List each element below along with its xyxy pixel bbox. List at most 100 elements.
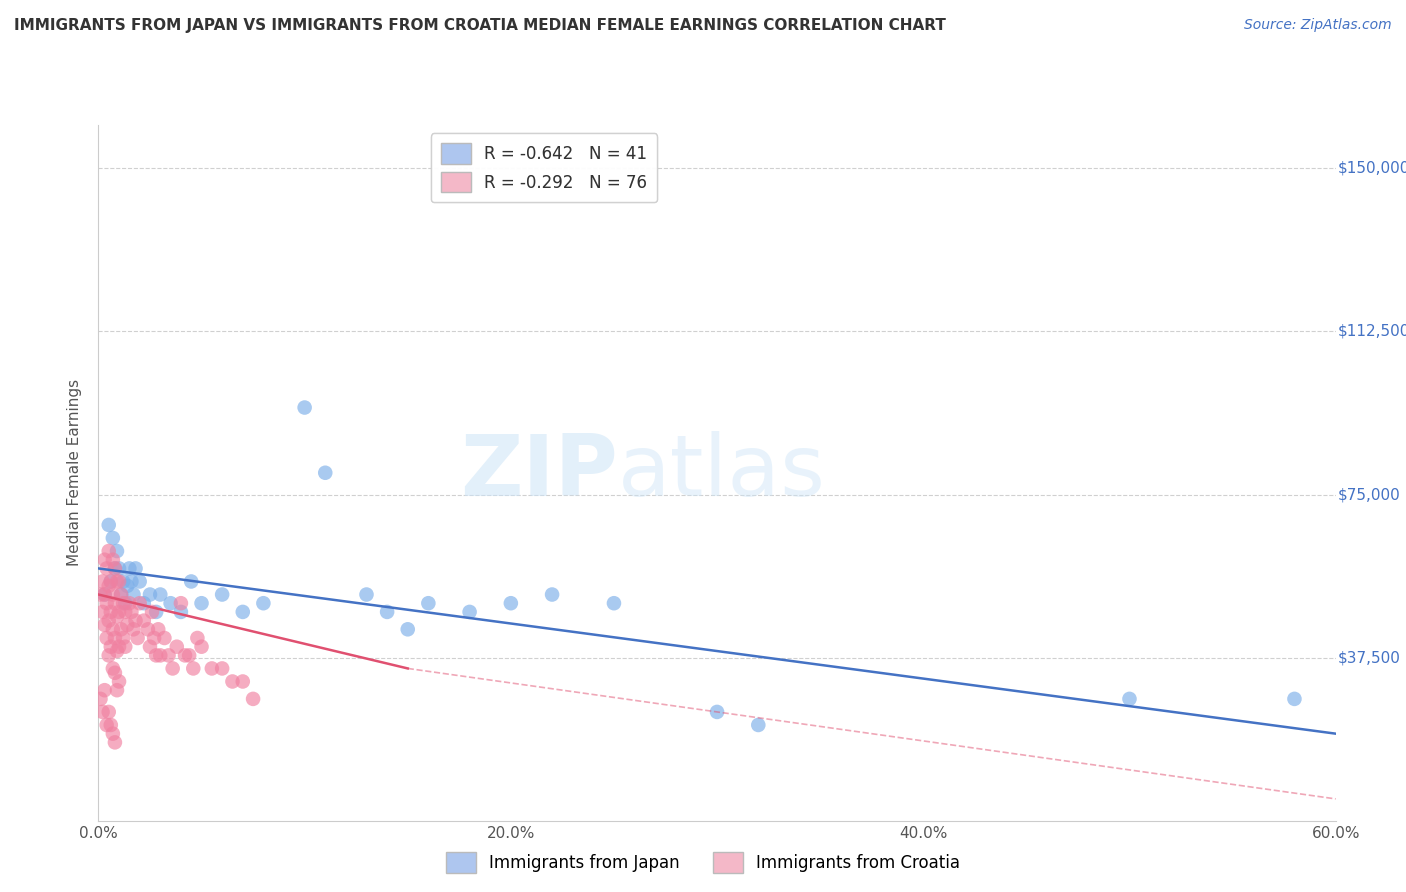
Point — [114, 596, 136, 610]
Point — [110, 588, 132, 602]
Point — [162, 661, 184, 675]
Point — [93, 588, 115, 602]
Text: ZIP: ZIP — [460, 431, 619, 515]
Point — [101, 661, 124, 675]
Text: IMMIGRANTS FROM JAPAN VS IMMIGRANTS FROM CROATIA MEDIAN FEMALE EARNINGS CORRELAT: IMMIGRANTS FROM JAPAN VS IMMIGRANTS FROM… — [14, 18, 946, 33]
Point — [499, 596, 522, 610]
Point — [97, 517, 120, 532]
Point — [252, 596, 274, 610]
Point — [396, 623, 419, 637]
Point — [110, 623, 132, 637]
Point — [127, 631, 149, 645]
Point — [97, 705, 120, 719]
Point — [108, 561, 131, 575]
Point — [108, 674, 131, 689]
Point — [190, 596, 212, 610]
Point — [104, 631, 127, 645]
Legend: Immigrants from Japan, Immigrants from Croatia: Immigrants from Japan, Immigrants from C… — [439, 846, 967, 880]
Point — [104, 735, 127, 749]
Point — [112, 596, 135, 610]
Point — [211, 661, 233, 675]
Point — [603, 596, 626, 610]
Point — [112, 631, 135, 645]
Point — [89, 692, 111, 706]
Point — [97, 579, 120, 593]
Text: atlas: atlas — [619, 431, 827, 515]
Point — [141, 605, 163, 619]
Point — [170, 605, 193, 619]
Point — [170, 596, 193, 610]
Point — [232, 674, 254, 689]
Point — [157, 648, 180, 663]
Point — [153, 631, 176, 645]
Point — [101, 623, 124, 637]
Point — [96, 596, 118, 610]
Point — [294, 401, 316, 415]
Point — [418, 596, 440, 610]
Point — [117, 579, 139, 593]
Point — [186, 631, 208, 645]
Point — [139, 588, 162, 602]
Point — [104, 596, 127, 610]
Point — [166, 640, 188, 654]
Point — [104, 561, 127, 575]
Point — [1118, 692, 1140, 706]
Point — [100, 718, 122, 732]
Point — [91, 605, 114, 619]
Point — [91, 574, 114, 589]
Point — [108, 574, 131, 589]
Point — [91, 705, 114, 719]
Point — [747, 718, 769, 732]
Point — [201, 661, 224, 675]
Text: Source: ZipAtlas.com: Source: ZipAtlas.com — [1244, 18, 1392, 32]
Point — [143, 631, 166, 645]
Point — [97, 544, 120, 558]
Point — [128, 596, 150, 610]
Point — [100, 605, 122, 619]
Point — [105, 609, 128, 624]
Point — [541, 588, 564, 602]
Point — [93, 588, 115, 602]
Point — [132, 614, 155, 628]
Text: $112,500: $112,500 — [1339, 324, 1406, 339]
Point — [132, 596, 155, 610]
Point — [136, 623, 159, 637]
Point — [122, 588, 145, 602]
Point — [221, 674, 243, 689]
Point — [118, 596, 141, 610]
Point — [375, 605, 398, 619]
Point — [105, 574, 128, 589]
Point — [93, 683, 115, 698]
Point — [93, 552, 115, 567]
Point — [128, 574, 150, 589]
Point — [180, 574, 202, 589]
Point — [100, 574, 122, 589]
Point — [101, 552, 124, 567]
Point — [159, 596, 181, 610]
Point — [190, 640, 212, 654]
Point — [114, 640, 136, 654]
Point — [232, 605, 254, 619]
Y-axis label: Median Female Earnings: Median Female Earnings — [67, 379, 83, 566]
Point — [118, 561, 141, 575]
Point — [96, 631, 118, 645]
Point — [179, 648, 201, 663]
Point — [148, 623, 170, 637]
Point — [97, 614, 120, 628]
Point — [101, 531, 124, 545]
Point — [242, 692, 264, 706]
Point — [110, 588, 132, 602]
Point — [105, 544, 128, 558]
Point — [122, 623, 145, 637]
Point — [104, 561, 127, 575]
Point — [174, 648, 197, 663]
Point — [104, 665, 127, 680]
Point — [139, 640, 162, 654]
Point — [314, 466, 336, 480]
Point — [124, 614, 146, 628]
Point — [93, 618, 115, 632]
Point — [89, 588, 111, 602]
Point — [356, 588, 378, 602]
Legend: R = -0.642   N = 41, R = -0.292   N = 76: R = -0.642 N = 41, R = -0.292 N = 76 — [430, 133, 657, 202]
Point — [101, 726, 124, 740]
